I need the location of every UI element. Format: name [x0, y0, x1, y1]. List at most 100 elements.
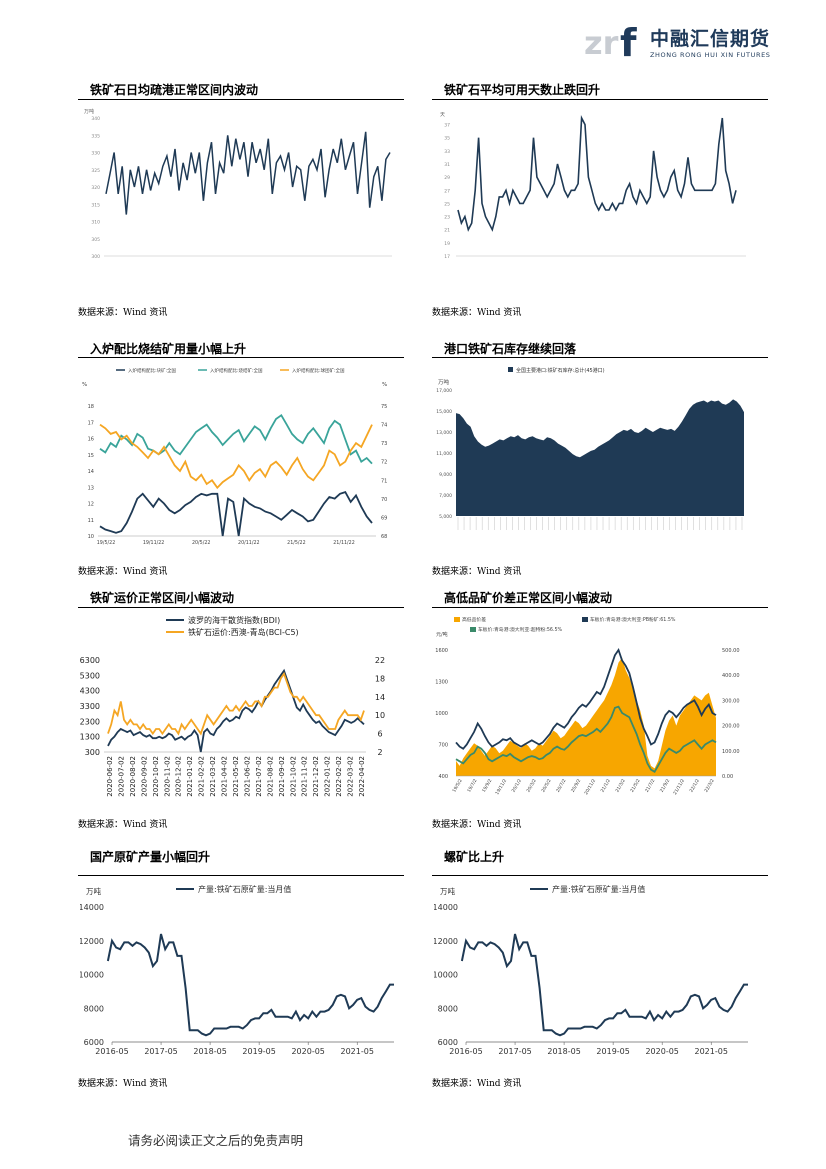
- x-tick-label: 19/5/2: [451, 778, 464, 794]
- x-tick-label: 2020-11-02: [163, 756, 171, 797]
- series-area: [456, 399, 744, 516]
- y-tick-label: 315: [91, 202, 100, 208]
- right-tick-label: 200.00: [722, 724, 740, 730]
- y-tick-label: 330: [91, 151, 100, 157]
- section-rule-3: [78, 357, 404, 358]
- source-note-4: 数据来源：Wind 资讯: [432, 567, 522, 577]
- source-note-1: 数据来源：Wind 资讯: [78, 308, 168, 318]
- legend-entry: 车板价:青岛港:澳大利亚:PB粉矿:61.5%: [590, 616, 676, 623]
- legend-swatch: [582, 617, 588, 622]
- y-tick-label: 15,000: [436, 409, 452, 415]
- x-tick-label: 21/3/2: [614, 778, 627, 794]
- y-tick-label: 320: [91, 185, 100, 191]
- right-tick-label: 70: [381, 497, 387, 503]
- x-tick-label: 2017-05: [144, 1047, 177, 1056]
- x-tick-label: 2018-05: [193, 1047, 226, 1056]
- left-tick-label: 13: [88, 485, 94, 491]
- y-tick-label: 17: [444, 254, 450, 260]
- x-tick-label: 2020-05: [645, 1047, 678, 1056]
- x-tick-label: 2020-07-02: [117, 756, 125, 797]
- x-tick-label: 21/7/2: [644, 778, 657, 794]
- right-tick-label: 2: [377, 748, 382, 757]
- left-tick-label: 11: [88, 518, 94, 524]
- y-axis-unit: 万吨: [86, 886, 101, 896]
- y-tick-label: 325: [91, 168, 100, 174]
- x-tick-label: 21/5/22: [287, 540, 306, 546]
- x-tick-label: 21/11/2: [672, 778, 686, 796]
- chart-grade-spread: 元/吨 高低品价差 车板价:青岛港:澳大利亚:PB粉矿:61.5% 车板价:青岛港:澳…: [435, 616, 740, 796]
- x-tick-label: 20/5/22: [192, 540, 211, 546]
- legend-entry: 全国主要港口:铁矿石库存:总计(45港口): [516, 367, 605, 374]
- x-tick-label: 2021-07-02: [255, 756, 263, 797]
- source-note-2: 数据来源：Wind 资讯: [432, 308, 522, 318]
- series-line-1: [107, 671, 365, 736]
- left-tick-label: 400: [438, 774, 448, 780]
- left-unit: 元/吨: [436, 631, 448, 638]
- y-tick-label: 8000: [438, 1004, 458, 1013]
- section-rule-8: [432, 875, 768, 876]
- x-tick-label: 2020-12-02: [175, 756, 183, 797]
- y-tick-label: 305: [91, 237, 100, 243]
- y-tick-label: 7,000: [439, 493, 452, 499]
- x-tick-label: 21/9/2: [659, 778, 672, 794]
- logo-en: ZHONG RONG HUI XIN FUTURES: [650, 51, 771, 59]
- right-tick-label: 400.00: [722, 673, 740, 679]
- left-tick-label: 300: [85, 748, 100, 757]
- x-tick-label: 20/11/22: [238, 540, 260, 546]
- chart-domestic-output: 万吨 产量:铁矿石原矿量:当月值 6000 8000 10000 12000 14000 20…: [80, 884, 394, 1056]
- x-tick-label: 2021-06-02: [243, 756, 251, 797]
- y-tick-label: 19: [444, 241, 450, 247]
- chart-freight: 波罗的海干散货指数(BDI) 铁矿石运价:西澳-青岛(BCI-C5) 300 1300…: [80, 615, 385, 797]
- x-tick-label: 2021-04-02: [221, 756, 229, 797]
- y-tick-label: 5,000: [439, 514, 452, 520]
- series-line: [106, 933, 394, 1037]
- left-tick-label: 14: [88, 469, 94, 475]
- x-tick-label: 2021-03-02: [209, 756, 217, 797]
- y-tick-label: 310: [91, 220, 100, 226]
- section-rule-5: [78, 607, 404, 608]
- zrf-logo-mark: zr f: [584, 21, 637, 60]
- y-tick-label: 25: [444, 201, 450, 207]
- x-tick-label: 22/3/2: [703, 778, 716, 794]
- chart-port-inventory: 万吨 全国主要港口:铁矿石库存:总计(45港口) 5,000 7,000 9,000 11…: [436, 367, 744, 530]
- section-rule-4: [432, 357, 768, 358]
- x-tick-label: 2022-01-02: [324, 756, 332, 797]
- x-tick-label: 2020-05: [291, 1047, 324, 1056]
- left-tick-label: 18: [88, 404, 94, 410]
- section-title-4: 港口铁矿石库存继续回落: [444, 342, 577, 356]
- section-rule-6: [432, 607, 768, 608]
- logo-cn: 中融汇信期货: [650, 28, 771, 50]
- right-tick-label: 72: [381, 460, 387, 466]
- y-tick-label: 31: [444, 162, 450, 168]
- right-tick-label: 500.00: [722, 648, 740, 654]
- x-tick-label: 20/5/2: [540, 778, 553, 794]
- y-tick-label: 37: [444, 123, 450, 129]
- source-note-6: 数据来源：Wind 资讯: [432, 820, 522, 830]
- legend-entry: 入炉结构配比:球团矿:全国: [292, 367, 345, 374]
- left-unit: %: [82, 382, 87, 388]
- x-tick-label: 2021-12-02: [312, 756, 320, 797]
- chart-available-days: 天 17 19 21 23 25 27 29 31 33 35 37: [440, 112, 746, 260]
- x-tick-label: 2018-05: [547, 1047, 580, 1056]
- left-tick-label: 1000: [435, 711, 448, 717]
- right-tick-label: 10: [375, 711, 385, 720]
- left-tick-label: 1300: [80, 733, 100, 742]
- x-tick-label: 2021-05-02: [232, 756, 240, 797]
- y-tick-label: 12000: [434, 937, 458, 946]
- section-rule-2: [432, 99, 768, 100]
- x-tick-label: 2021-01-02: [186, 756, 194, 797]
- y-tick-label: 29: [444, 175, 450, 181]
- series-line-1: [99, 414, 373, 465]
- x-tick-label: 2021-11-02: [301, 756, 309, 797]
- y-tick-label: 11,000: [436, 451, 452, 457]
- series-area: [456, 657, 716, 776]
- company-logo: zr f 中融汇信期货 ZHONG RONG HUI XIN FUTURES: [584, 18, 774, 64]
- left-tick-label: 2300: [80, 717, 100, 726]
- x-tick-label: 2019-05: [596, 1047, 629, 1056]
- x-tick-label: 2020-08-02: [129, 756, 137, 797]
- y-tick-label: 35: [444, 136, 450, 142]
- x-tick-label: 2022-04-02: [358, 756, 366, 797]
- series-line-2: [455, 705, 717, 774]
- x-tick-label: 19/11/2: [494, 778, 508, 796]
- legend-entry: 入炉结构配比:块矿:全国: [128, 367, 177, 374]
